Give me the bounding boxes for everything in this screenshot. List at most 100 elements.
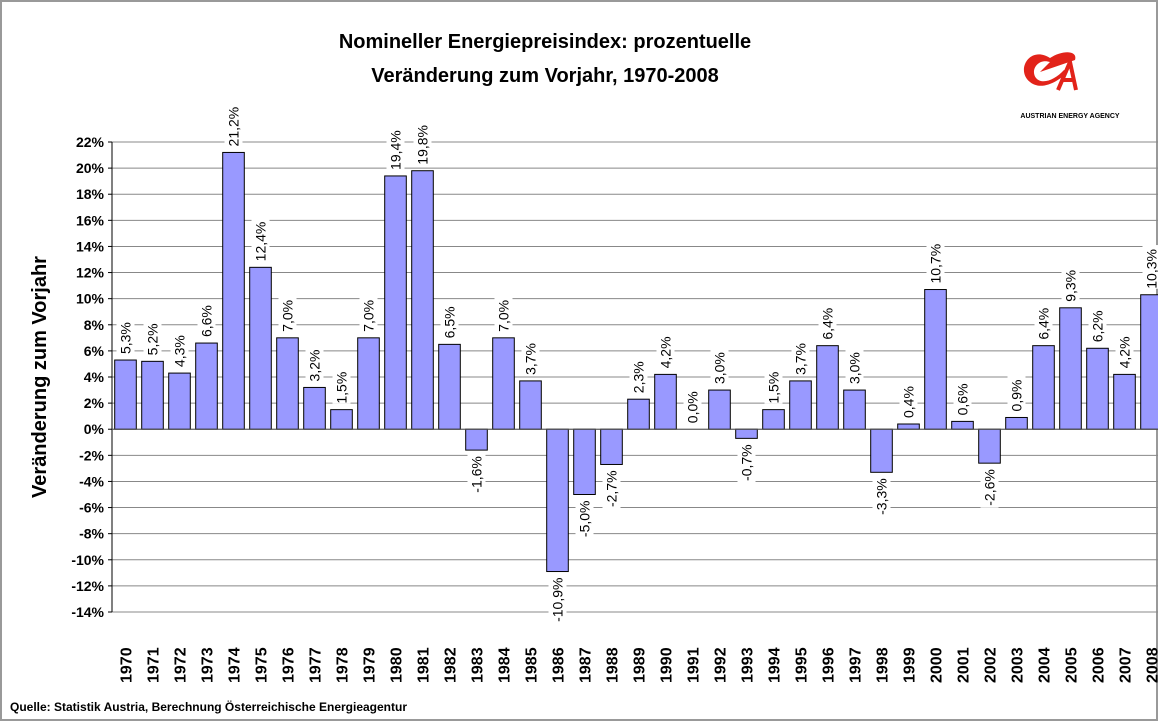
value-label-bg [791,338,810,375]
bar [627,398,650,430]
bar [843,389,866,430]
bar [141,360,164,430]
value-label-group: 19,4% [386,126,405,170]
bar [411,170,434,430]
x-tick-label: 2001 [956,647,973,683]
value-label: 0,4% [901,386,917,418]
y-tick-label: 8% [84,317,105,333]
bar [978,428,1001,464]
value-label: 1,5% [766,372,782,404]
bar [276,337,299,430]
bar [330,409,353,430]
value-label-group: 3,0% [710,348,729,385]
value-label: 3,2% [307,350,323,382]
value-label-group: -1,6% [467,454,486,495]
value-label-group: 5,3% [116,318,135,355]
value-label: 10,7% [928,244,944,284]
bar [465,428,488,451]
x-tick-label: 2005 [1064,647,1081,683]
x-tick-label: 1989 [632,647,649,683]
value-label-group: 0,9% [1007,375,1026,412]
logo-text: AUSTRIAN ENERGY AGENCY [1020,113,1120,120]
value-label-bg [143,319,162,356]
value-label: 3,7% [793,343,809,375]
x-tick-label: 1986 [551,647,568,683]
value-label-group: 7,0% [278,295,297,332]
x-tick-label: 1980 [389,647,406,683]
x-tick-label: 2004 [1037,647,1054,683]
bar [195,342,218,430]
bar [600,428,623,465]
x-tick-label: 2002 [983,647,1000,683]
x-tick-label: 1998 [875,647,892,683]
y-tick-label: 18% [76,186,105,202]
bar [789,380,812,430]
value-label-group: 6,5% [440,302,459,339]
value-label: 5,2% [145,323,161,355]
bar [1059,307,1082,430]
chart-title: Veränderung zum Vorjahr, 1970-2008 [371,65,719,87]
value-label-group: 21,2% [224,102,243,147]
value-label-bg [1088,306,1107,343]
value-label: 1,5% [334,372,350,404]
value-label-bg [953,379,972,416]
value-label-group: 5,2% [143,319,162,356]
x-tick-label: 1985 [524,647,541,683]
y-tick-label: 12% [76,265,105,281]
value-label-group: -3,3% [872,476,891,517]
value-label-group: 19,8% [413,121,432,165]
logo: AUSTRIAN ENERGY AGENCY [1020,52,1120,120]
value-label: 7,0% [280,300,296,332]
bar [1032,345,1055,430]
value-label-group: 7,0% [359,295,378,332]
x-tick-label: 1992 [713,647,730,683]
bar [114,359,137,430]
value-label-bg [494,295,513,332]
value-label-group: 6,4% [818,303,837,340]
value-label-bg [116,318,135,355]
value-label-bg [359,295,378,332]
x-tick-label: 1974 [227,647,244,683]
value-label-bg [737,442,756,483]
bar [1140,294,1158,430]
value-label-group: 7,0% [494,295,513,332]
value-label-group: 12,4% [251,217,270,261]
value-label-group: -0,7% [737,442,756,483]
value-label-group: 10,3% [1142,245,1158,289]
x-tick-label: 2008 [1145,647,1158,683]
bar [897,423,920,430]
value-label-group: 2,3% [629,357,648,394]
value-label: 7,0% [361,300,377,332]
value-label: 6,2% [1090,310,1106,342]
value-label-group: 0,0% [683,387,702,424]
value-label: -0,7% [739,444,755,481]
value-label-bg [710,348,729,385]
value-label: 0,0% [685,391,701,423]
value-label-bg [467,454,486,495]
value-label-bg [440,302,459,339]
value-label: 4,2% [1117,336,1133,368]
x-tick-label: 1970 [119,647,136,683]
value-label-group: 0,4% [899,382,918,418]
value-label-group: 6,6% [197,301,216,338]
value-label: 19,4% [388,130,404,170]
bar [438,343,461,430]
value-label-bg [548,575,567,624]
value-label-group: -10,9% [548,575,567,624]
bar [303,386,326,430]
value-label-bg [899,382,918,418]
value-label-group: 3,2% [305,345,324,382]
chart-title: Nomineller Energiepreisindex: prozentuel… [339,31,751,53]
bar [222,151,245,430]
value-label-bg [197,301,216,338]
value-label: 0,9% [1009,380,1025,412]
x-tick-label: 1994 [767,647,784,683]
x-tick-label: 1977 [308,647,325,683]
x-tick-label: 1983 [470,647,487,683]
value-label-bg [521,338,540,375]
value-label-group: 0,6% [953,379,972,416]
x-tick-label: 1975 [254,647,271,683]
y-tick-label: 4% [84,369,105,385]
bar [1086,347,1109,430]
value-label: -1,6% [469,456,485,493]
